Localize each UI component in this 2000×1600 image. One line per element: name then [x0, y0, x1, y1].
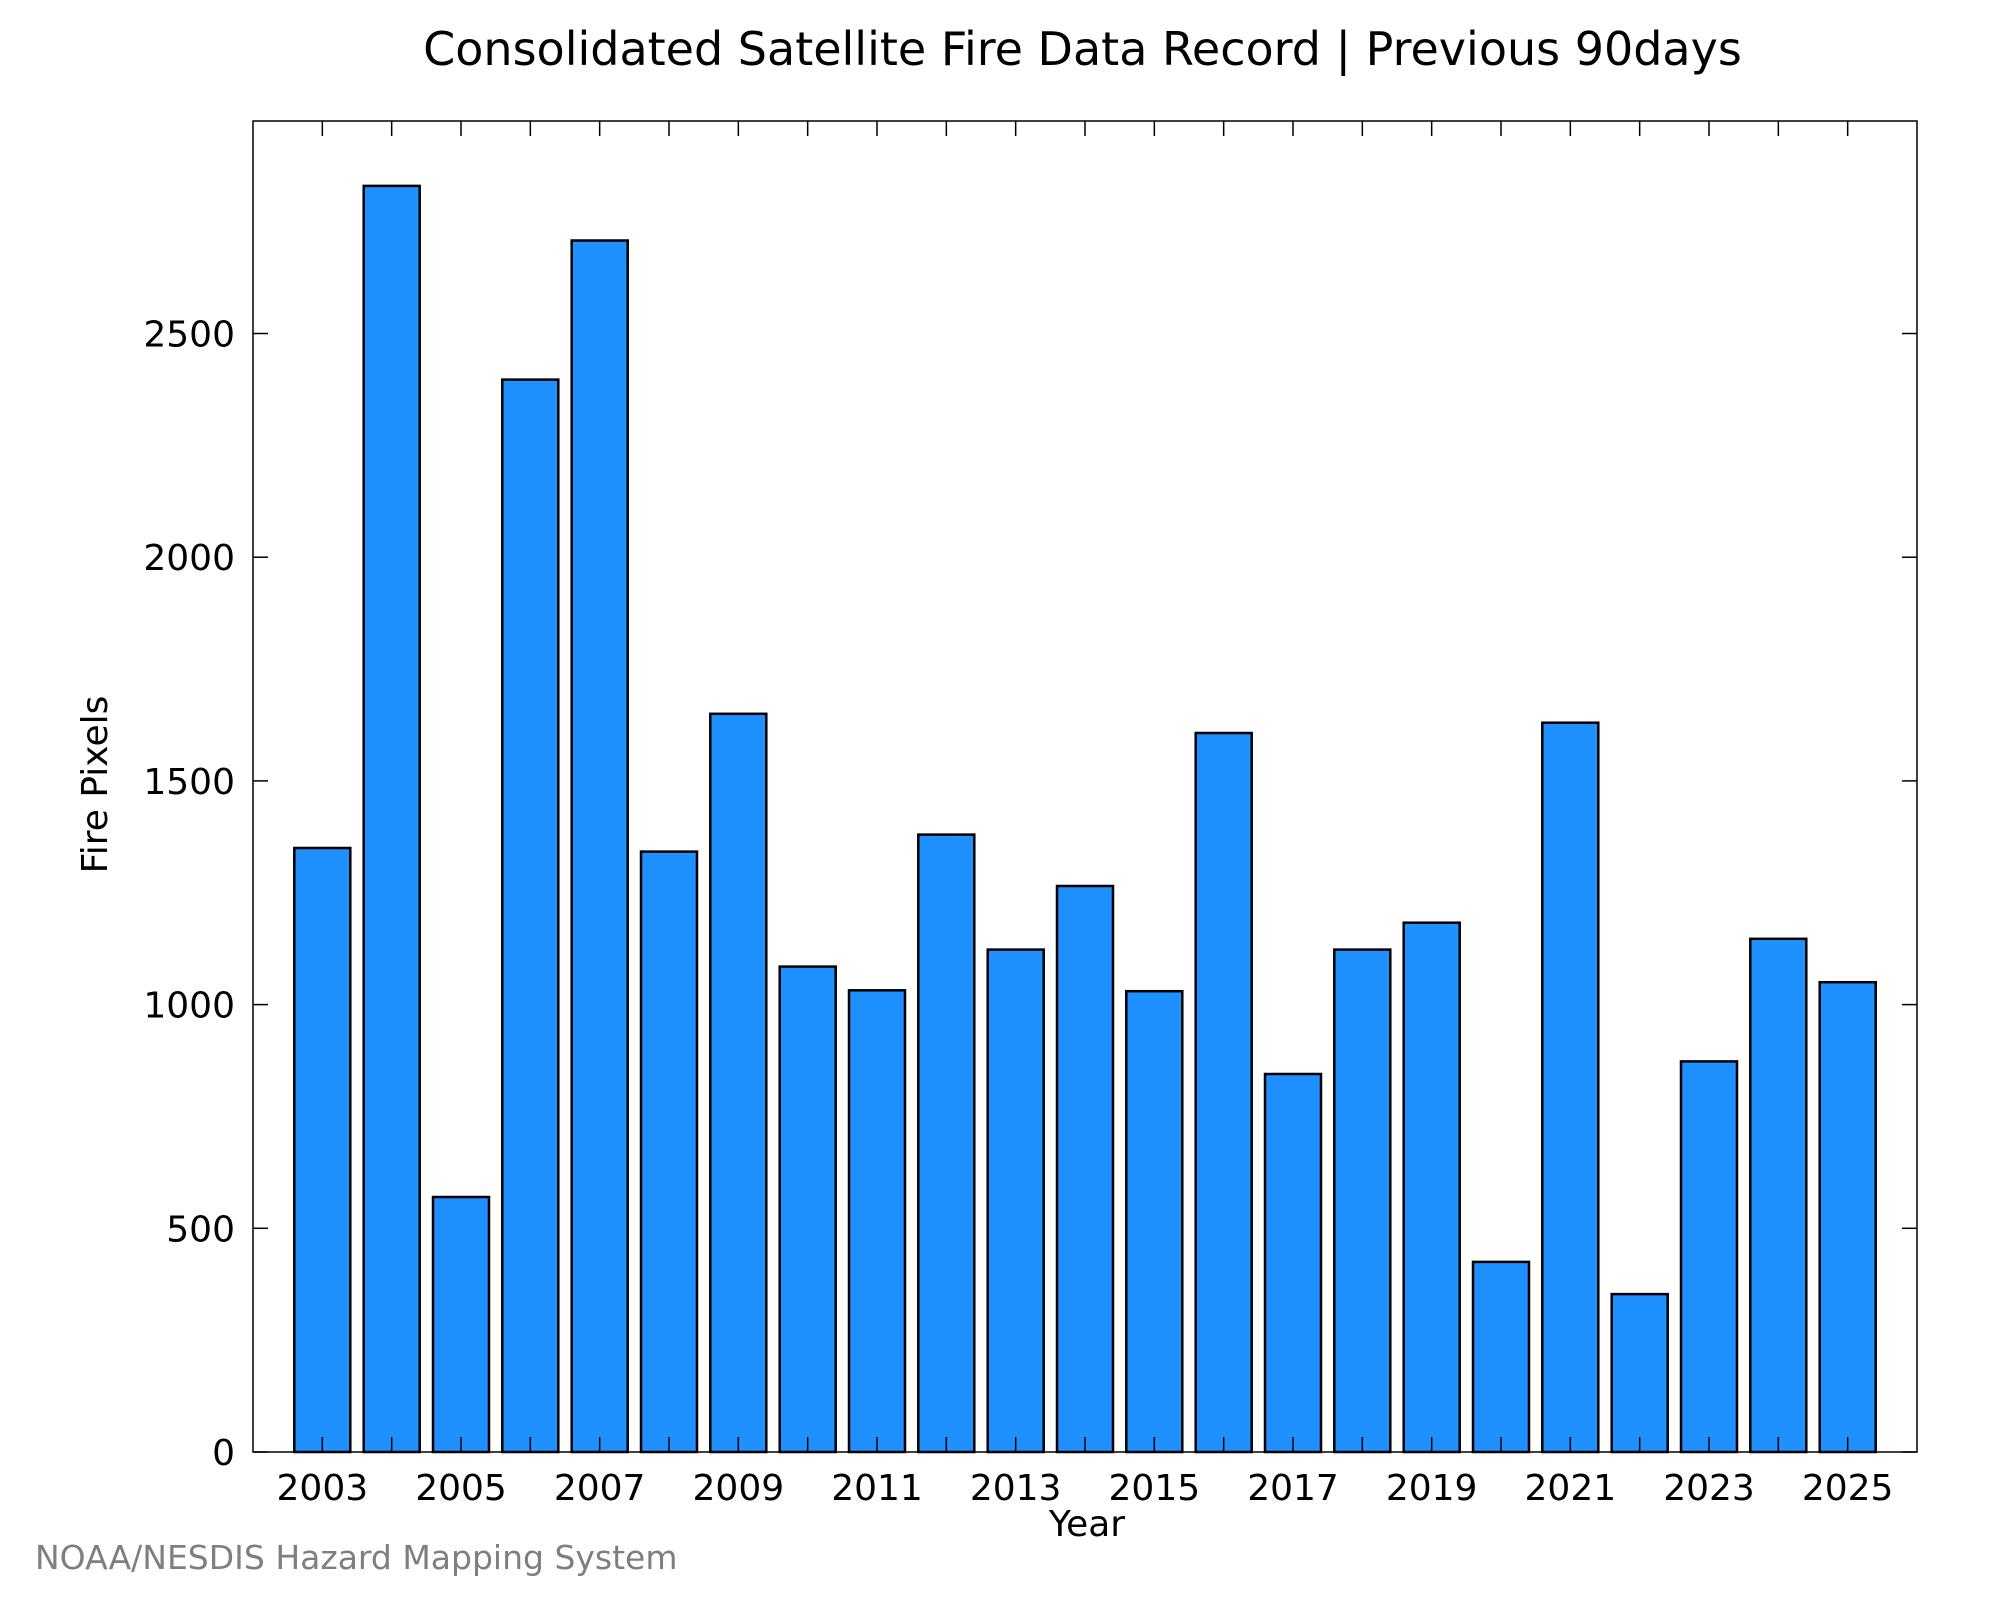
bar-2014 — [1055, 884, 1115, 1454]
bar-2019 — [1402, 921, 1461, 1454]
x-axis-label: Year — [1048, 1504, 1125, 1545]
bar-2023 — [1679, 1060, 1739, 1454]
y-tick-label: 1500 — [143, 762, 235, 803]
x-tick-label: 2007 — [554, 1468, 646, 1509]
x-tick-label: 2025 — [1802, 1468, 1894, 1509]
x-tick-label: 2013 — [970, 1468, 1062, 1509]
y-tick-label: 1000 — [143, 986, 235, 1027]
credit-text: NOAA/NESDIS Hazard Mapping System — [35, 1538, 678, 1577]
bar-2003 — [293, 846, 352, 1454]
x-tick-label: 2005 — [415, 1468, 507, 1509]
y-axis-label: Fire Pixels — [75, 696, 116, 874]
y-tick-label: 500 — [166, 1209, 235, 1250]
bar-2022 — [1610, 1292, 1669, 1454]
chart-title: Consolidated Satellite Fire Data Record … — [423, 22, 1742, 76]
x-tick-label: 2015 — [1109, 1468, 1201, 1509]
bar-2009 — [709, 712, 768, 1454]
x-tick-label: 2017 — [1247, 1468, 1339, 1509]
x-tick-label: 2019 — [1386, 1468, 1478, 1509]
bar-2011 — [847, 989, 907, 1454]
x-tick-label: 2021 — [1525, 1468, 1617, 1509]
bar-2024 — [1749, 937, 1808, 1454]
bar-2017 — [1263, 1072, 1323, 1454]
bar-2004 — [362, 184, 421, 1454]
bar-2005 — [431, 1195, 491, 1454]
y-tick-label: 2000 — [143, 538, 235, 579]
x-tick-label: 2023 — [1663, 1468, 1755, 1509]
y-tick-label: 2500 — [143, 315, 235, 356]
bar-2018 — [1333, 948, 1392, 1454]
bar-2013 — [986, 948, 1045, 1454]
x-tick-label: 2003 — [277, 1468, 369, 1509]
bar-2007 — [570, 239, 629, 1454]
bar-2008 — [639, 850, 699, 1454]
x-tick-label: 2011 — [831, 1468, 923, 1509]
bar-2016 — [1194, 731, 1253, 1454]
bar-2010 — [778, 965, 837, 1454]
y-tick-label: 0 — [212, 1433, 235, 1474]
bar-2012 — [917, 833, 976, 1454]
bar-2025 — [1818, 980, 1877, 1454]
x-tick-label: 2009 — [693, 1468, 785, 1509]
bar-2020 — [1471, 1260, 1531, 1454]
bar-2006 — [501, 378, 560, 1454]
bar-2021 — [1541, 721, 1600, 1454]
bar-2015 — [1125, 989, 1184, 1454]
